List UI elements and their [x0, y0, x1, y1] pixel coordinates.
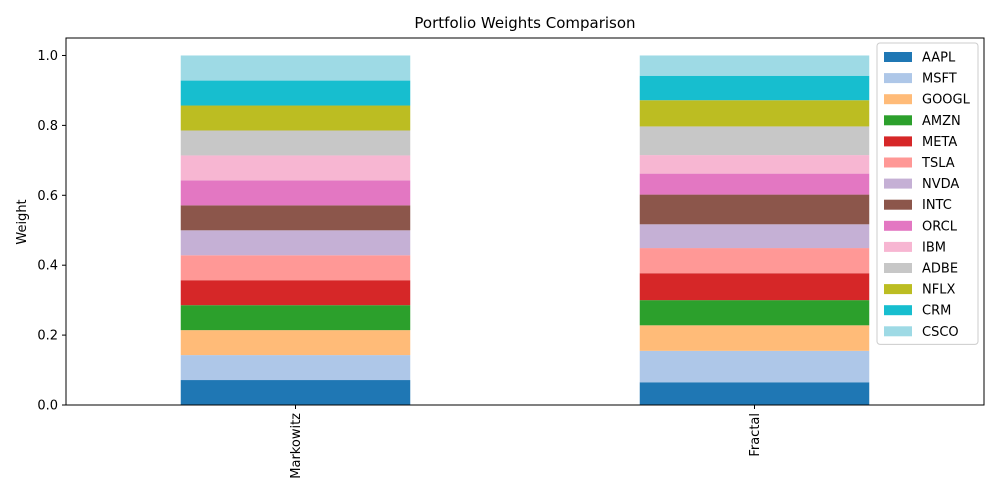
legend-swatch-amzn — [884, 115, 912, 126]
y-tick-label: 0.8 — [37, 119, 58, 134]
bar-segment-googl-fractal — [639, 325, 870, 351]
bar-segment-orcl-markowitz — [180, 180, 411, 206]
legend-swatch-orcl — [884, 220, 912, 231]
y-tick-label: 0.4 — [37, 259, 58, 274]
legend-label-meta: META — [922, 135, 957, 150]
legend-label-crm: CRM — [922, 304, 951, 319]
legend: AAPL MSFT GOOGL AMZN META TSLA NVDA INTC ORCL IBM… — [876, 42, 979, 345]
bar-segment-ibm-fractal — [639, 155, 870, 174]
y-tick-label: 0.2 — [37, 329, 58, 344]
legend-swatch-adbe — [884, 263, 912, 273]
legend-swatch-tsla — [884, 157, 912, 168]
legend-box — [876, 42, 979, 345]
bar-segment-nvda-markowitz — [180, 230, 411, 256]
legend-label-adbe: ADBE — [922, 262, 958, 277]
bar-segment-aapl-fractal — [639, 382, 870, 405]
legend-label-tsla: TSLA — [921, 156, 955, 171]
bar-segment-intc-fractal — [639, 194, 870, 225]
bar-segment-amzn-fractal — [639, 300, 870, 326]
legend-label-msft: MSFT — [922, 72, 957, 87]
bar-segment-intc-markowitz — [180, 205, 411, 231]
bar-segment-tsla-fractal — [639, 248, 870, 274]
legend-label-amzn: AMZN — [922, 114, 961, 129]
bar-segment-meta-markowitz — [180, 280, 411, 306]
bar-segment-ibm-markowitz — [180, 155, 411, 181]
legend-swatch-csco — [884, 326, 912, 337]
x-tick-label: Markowitz — [289, 413, 304, 479]
legend-label-nflx: NFLX — [922, 283, 955, 298]
y-tick-label: 0.6 — [37, 189, 58, 204]
y-tick-label: 1.0 — [37, 49, 58, 64]
legend-swatch-msft — [884, 73, 912, 84]
bar-segment-msft-markowitz — [180, 355, 411, 381]
legend-swatch-crm — [884, 305, 912, 316]
bar-segment-amzn-markowitz — [180, 305, 411, 331]
legend-label-csco: CSCO — [922, 325, 959, 340]
legend-swatch-ibm — [884, 241, 912, 252]
bar-segment-adbe-fractal — [639, 126, 870, 156]
bar-segment-adbe-markowitz — [180, 130, 411, 156]
bar-segment-nvda-fractal — [639, 224, 870, 249]
bar-segment-msft-fractal — [639, 350, 870, 383]
bar-segment-csco-fractal — [639, 55, 870, 76]
legend-label-ibm: IBM — [922, 240, 946, 255]
legend-swatch-meta — [884, 136, 912, 147]
y-tick-label: 0.0 — [37, 399, 58, 414]
legend-swatch-intc — [884, 199, 912, 210]
legend-label-orcl: ORCL — [922, 219, 958, 234]
bar-segment-nflx-markowitz — [180, 105, 411, 131]
y-axis-label: Weight — [15, 199, 30, 244]
legend-swatch-aapl — [884, 52, 912, 62]
bar-segment-orcl-fractal — [639, 173, 870, 195]
bar-segment-crm-fractal — [639, 75, 870, 101]
bar-segment-crm-markowitz — [180, 80, 411, 106]
bar-segment-nflx-fractal — [639, 100, 870, 127]
legend-label-nvda: NVDA — [922, 177, 959, 192]
legend-label-aapl: AAPL — [922, 51, 956, 66]
x-axis: Markowitz Fractal — [289, 405, 763, 479]
bar-segment-csco-markowitz — [180, 55, 411, 81]
legend-swatch-nvda — [884, 178, 912, 189]
bars-layer — [180, 55, 870, 405]
y-axis: 0.0 0.2 0.4 0.6 0.8 1.0 — [37, 49, 66, 414]
bar-segment-aapl-markowitz — [180, 380, 411, 405]
bar-segment-tsla-markowitz — [180, 255, 411, 281]
x-tick-label: Fractal — [748, 413, 763, 457]
legend-label-intc: INTC — [922, 198, 952, 213]
bar-segment-googl-markowitz — [180, 330, 411, 356]
legend-swatch-nflx — [884, 284, 912, 295]
legend-label-googl: GOOGL — [922, 93, 971, 108]
legend-swatch-googl — [884, 94, 912, 105]
chart-title: Portfolio Weights Comparison — [414, 14, 635, 32]
plot-frame — [65, 37, 985, 406]
bar-segment-meta-fractal — [639, 273, 870, 301]
